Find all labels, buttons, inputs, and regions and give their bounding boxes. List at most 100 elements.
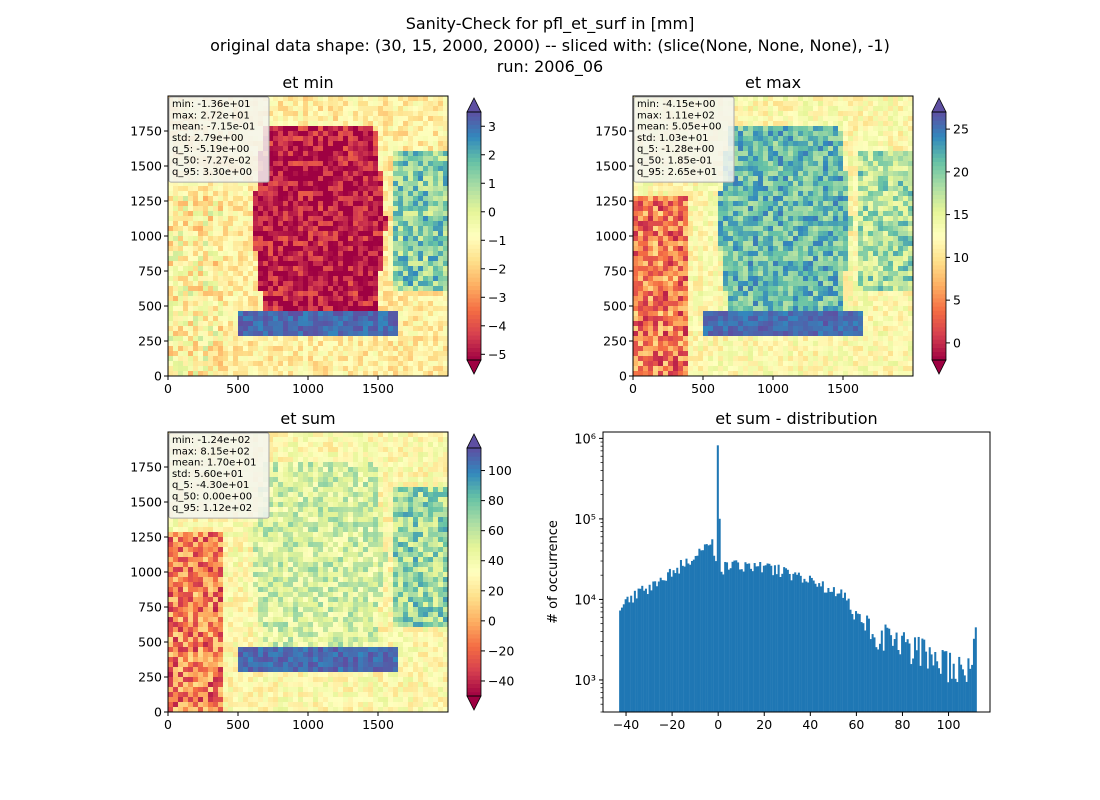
x-tick-label: 60 — [848, 717, 864, 732]
histogram-bar — [871, 634, 874, 712]
histogram-bar — [899, 654, 902, 712]
stats-line: mean: 5.05e+00 — [637, 122, 721, 133]
histogram-bar — [779, 577, 782, 712]
histogram-bar — [930, 654, 933, 712]
colorbar-tick-label: 60 — [488, 523, 504, 538]
histogram-bar — [714, 561, 717, 712]
x-tick-label: 40 — [802, 717, 818, 732]
y-tick-label: 1500 — [130, 159, 162, 174]
y-tick-label: 500 — [603, 299, 627, 314]
y-tick-label: 1250 — [130, 194, 162, 209]
histogram-bar — [913, 637, 917, 712]
x-tick-label: 500 — [226, 717, 250, 732]
histogram-bar — [972, 638, 975, 712]
histogram-bar — [742, 571, 745, 712]
histogram-bar — [910, 664, 913, 712]
y-tick-label: 1750 — [130, 124, 162, 139]
histogram-bar — [965, 681, 968, 712]
stats-line: min: -1.24e+02 — [172, 435, 251, 446]
histogram-bar — [790, 580, 793, 712]
suptitle-line-2: original data shape: (30, 15, 2000, 2000… — [210, 36, 890, 55]
histogram-bar — [884, 624, 887, 712]
histogram-bar — [692, 559, 695, 712]
histogram-bar — [676, 567, 679, 712]
histogram-bar — [709, 544, 712, 712]
histogram-bar — [862, 623, 865, 712]
x-tick-label: 1500 — [362, 381, 394, 396]
histogram-bar — [939, 673, 942, 712]
stats-box — [633, 96, 735, 183]
histogram-bar — [867, 618, 870, 712]
histogram-bar — [925, 651, 928, 712]
y-tick-label: 1750 — [130, 460, 162, 475]
histogram-bar — [761, 572, 764, 712]
histogram-bar — [880, 630, 883, 712]
histogram-bar — [825, 592, 828, 712]
histogram-bar — [816, 586, 819, 712]
suptitle-line-3: run: 2006_06 — [496, 57, 604, 76]
stats-line: q_50: -7.27e-02 — [172, 156, 251, 167]
map-panel-1: et min 0 500 1000 1500 0 250 500 750 1000 1250 1500… — [130, 73, 449, 396]
histogram-bar — [705, 544, 708, 712]
histogram-bar — [703, 544, 706, 712]
histogram-bar — [646, 594, 649, 712]
y-tick-label: 250 — [603, 334, 627, 349]
histogram-bar — [694, 555, 697, 712]
histogram-bar — [632, 602, 635, 712]
histogram-bar — [630, 595, 633, 712]
histogram-bar — [954, 678, 957, 712]
histogram-bar — [773, 565, 776, 712]
histogram-bar — [969, 668, 972, 712]
stats-line: max: 1.11e+02 — [637, 110, 715, 121]
y-tick-label: 500 — [138, 635, 162, 650]
histogram-bar — [667, 572, 670, 712]
histogram-bar — [637, 588, 640, 712]
histogram-bar — [691, 560, 694, 712]
histogram-bar — [950, 678, 953, 712]
stats-box — [168, 96, 270, 183]
x-tick-label: 0 — [164, 381, 172, 396]
histogram-bar — [748, 563, 751, 712]
histogram-bar — [836, 593, 839, 712]
stats-line: min: -1.36e+01 — [172, 99, 251, 110]
histogram-bar — [807, 582, 810, 712]
histogram-bar — [622, 604, 625, 712]
histogram-bar — [812, 580, 815, 712]
stats-line: q_95: 1.12e+02 — [172, 503, 252, 514]
x-tick-label: 100 — [937, 717, 961, 732]
histogram-bar — [864, 630, 867, 712]
histogram-bar — [820, 586, 823, 712]
histogram-bar — [639, 588, 642, 712]
histogram-bar — [687, 563, 690, 712]
histogram-bar — [932, 665, 935, 712]
histogram-bar — [958, 656, 961, 712]
histogram-bar — [921, 638, 924, 712]
histogram-bar — [772, 575, 775, 712]
histogram-bar — [633, 590, 636, 712]
y-tick-label: 750 — [138, 264, 162, 279]
histogram-bar — [873, 637, 876, 712]
y-tick-label: 250 — [138, 670, 162, 685]
histogram-bar — [788, 573, 791, 712]
histogram-bar — [679, 559, 682, 712]
histogram-bar — [737, 562, 740, 712]
x-tick-label: 1000 — [292, 717, 324, 732]
histogram-bar — [906, 639, 909, 712]
map-title: et max — [745, 73, 801, 92]
x-tick-label: 0 — [629, 381, 637, 396]
histogram-bar — [866, 615, 869, 712]
histogram-bar — [770, 565, 773, 712]
stats-line: max: 8.15e+02 — [172, 446, 250, 457]
histogram-bar — [888, 628, 891, 712]
x-tick-label: 80 — [895, 717, 911, 732]
histogram-ylabel: # of occurrence — [546, 520, 561, 624]
histogram-bar — [886, 627, 889, 712]
histogram-bar — [727, 569, 730, 712]
histogram-panel: et sum - distribution −40 −20 0 20 40 60 80 100 1… — [546, 409, 991, 732]
colorbar-tick-label: 0 — [488, 204, 496, 219]
colorbar-tick-label: 0 — [953, 335, 961, 350]
histogram-bar — [956, 682, 959, 712]
histogram-bar — [832, 587, 835, 712]
histogram-bar — [961, 669, 964, 712]
histogram-bar — [875, 647, 878, 712]
